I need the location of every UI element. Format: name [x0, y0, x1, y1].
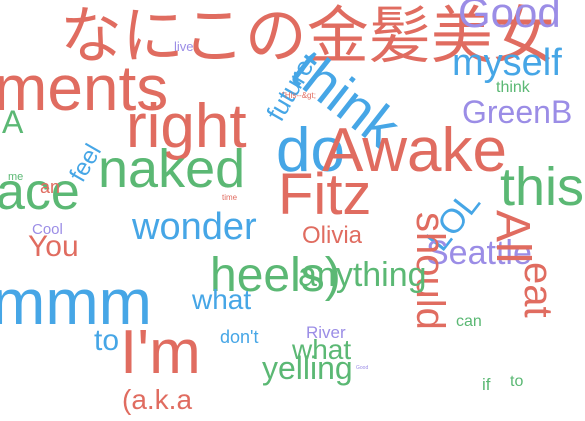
- word: time: [222, 193, 238, 202]
- word: Awake: [322, 116, 507, 185]
- word: think: [496, 79, 530, 96]
- word: don't: [220, 327, 259, 347]
- word: All: [486, 210, 539, 264]
- word: Olivia: [302, 222, 363, 249]
- word: GreenB: [462, 94, 573, 130]
- word: if: [482, 375, 491, 394]
- word: You: [28, 230, 79, 263]
- word: can: [456, 313, 482, 330]
- word: do: [276, 116, 345, 185]
- word: right: [126, 92, 247, 161]
- word: heels): [210, 249, 341, 302]
- word: なにこの金髪美女: [60, 2, 555, 71]
- word: what: [292, 334, 352, 365]
- word: A: [2, 104, 24, 140]
- word: me: [8, 171, 24, 183]
- word: to: [510, 373, 524, 390]
- word: ments: [0, 52, 169, 124]
- word: ace: [0, 163, 80, 221]
- word: mmm: [0, 266, 152, 338]
- word: yelling: [262, 350, 353, 386]
- word: Good: [356, 365, 369, 371]
- word: anything: [298, 256, 427, 294]
- word: wonder: [132, 206, 257, 248]
- word: to: [94, 324, 120, 357]
- word: this: [500, 157, 585, 217]
- word: eat: [516, 262, 560, 318]
- word: live: [174, 39, 194, 54]
- word: Seattle: [426, 234, 532, 272]
- word: what: [192, 284, 252, 315]
- word: Cool: [32, 221, 63, 238]
- word: naked: [98, 139, 246, 199]
- word: an: [40, 177, 61, 197]
- word: myself: [452, 42, 562, 84]
- word: River: [306, 323, 346, 342]
- word: "His--&gt;: [282, 91, 316, 100]
- word: (a.k.a: [122, 384, 193, 415]
- word: I'm: [120, 318, 201, 387]
- word: Fitz: [278, 162, 372, 227]
- word: Good: [458, 0, 561, 36]
